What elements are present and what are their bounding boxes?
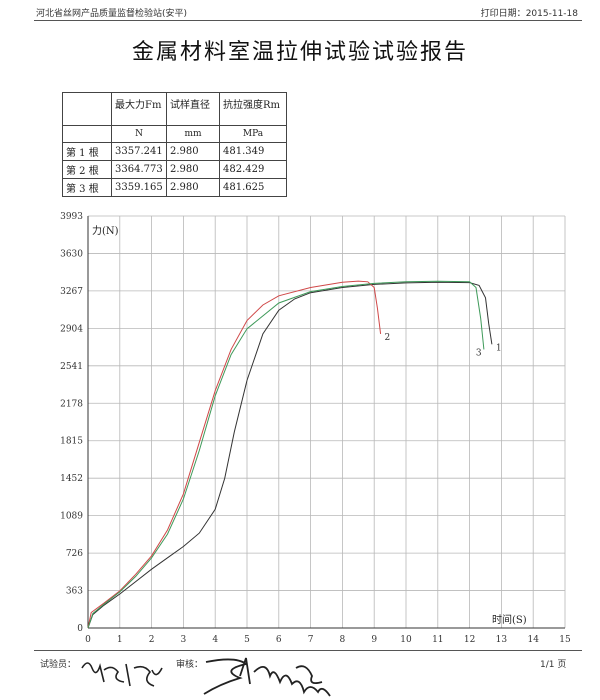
y-tick-label: 1452 bbox=[60, 474, 83, 484]
y-tick-label: 2541 bbox=[60, 362, 83, 372]
x-tick-label: 6 bbox=[276, 635, 282, 645]
y-tick-label: 3267 bbox=[60, 287, 83, 297]
series-label-2: 2 bbox=[385, 333, 391, 343]
chart-grid bbox=[88, 215, 566, 628]
footer-divider bbox=[34, 650, 582, 651]
y-tick-label: 1089 bbox=[60, 512, 83, 522]
y-tick-label: 363 bbox=[66, 587, 83, 597]
header-org: 河北省丝网产品质量监督检验站(安平) bbox=[36, 9, 188, 19]
report-title: 金属材料室温拉伸试验试验报告 bbox=[131, 40, 468, 65]
header-cell: 最大力Fm bbox=[111, 92, 167, 126]
series-line-2 bbox=[87, 280, 382, 629]
page-number: 1/1 页 bbox=[540, 660, 567, 670]
series-label-1: 1 bbox=[496, 343, 502, 353]
y-tick-label: 3993 bbox=[60, 212, 83, 222]
y-tick-label: 3630 bbox=[60, 249, 83, 259]
x-tick-label: 13 bbox=[496, 635, 508, 645]
header-cell: 抗拉强度Rm bbox=[219, 92, 287, 126]
x-tick-label: 10 bbox=[400, 635, 412, 645]
x-tick-label: 15 bbox=[559, 635, 571, 645]
x-tick-labels: 0 1 2 3 4 5 6 7 8 9 10 11 12 13 14 15 bbox=[85, 635, 571, 645]
results-table: 最大力Fm 试样直径 抗拉强度Rm N mm MPa 第 1 根 3357.24… bbox=[62, 92, 287, 197]
series-line-1 bbox=[87, 281, 493, 629]
table-row: 第 3 根 3359.165 2.980 481.625 bbox=[62, 178, 287, 197]
y-tick-label: 0 bbox=[77, 624, 83, 634]
y-axis-label: 力(N) bbox=[92, 224, 119, 237]
x-tick-label: 3 bbox=[181, 635, 187, 645]
series-label-3: 3 bbox=[476, 348, 482, 358]
tester-label: 试验员： bbox=[40, 660, 77, 670]
table-cell: 第 3 根 bbox=[62, 178, 112, 197]
table-cell: 481.625 bbox=[219, 178, 287, 197]
header-print-date: 打印日期：2015-11-18 bbox=[481, 6, 578, 19]
header-divider bbox=[34, 20, 582, 21]
table-row: 第 1 根 3357.241 2.980 481.349 bbox=[62, 142, 287, 161]
y-tick-label: 2178 bbox=[60, 399, 83, 409]
tester-signature bbox=[81, 662, 163, 687]
y-tick-label: 726 bbox=[66, 549, 83, 559]
x-tick-label: 2 bbox=[149, 635, 155, 645]
print-date-label: 打印日期： bbox=[480, 9, 526, 19]
chart-axes bbox=[87, 216, 565, 629]
x-tick-label: 1 bbox=[117, 635, 123, 645]
table-row: 第 2 根 3364.773 2.980 482.429 bbox=[62, 160, 287, 179]
x-tick-label: 14 bbox=[527, 635, 539, 645]
series-end-labels: 1 2 3 bbox=[385, 333, 502, 358]
print-date-value: 2015-11-18 bbox=[525, 9, 578, 19]
table-cell: 2.980 bbox=[166, 178, 220, 197]
y-tick-label: 2904 bbox=[60, 324, 83, 334]
table-unit-row: N mm MPa bbox=[62, 125, 287, 143]
x-tick-label: 7 bbox=[308, 635, 314, 645]
x-tick-label: 5 bbox=[244, 635, 250, 645]
chart-series bbox=[87, 280, 493, 629]
x-tick-label: 8 bbox=[340, 635, 346, 645]
x-tick-label: 0 bbox=[85, 635, 91, 645]
series-line-3 bbox=[87, 280, 485, 629]
x-axis-label: 时间(S) bbox=[492, 613, 527, 626]
x-tick-label: 4 bbox=[212, 635, 218, 645]
x-tick-label: 12 bbox=[464, 635, 475, 645]
x-tick-label: 11 bbox=[432, 635, 443, 645]
x-tick-label: 9 bbox=[371, 635, 377, 645]
reviewer-signature bbox=[203, 657, 331, 697]
reviewer-label: 审核： bbox=[176, 660, 204, 670]
y-tick-label: 1815 bbox=[60, 437, 83, 447]
y-tick-labels: 0 363 726 1089 1452 1815 2178 2541 2904 3267 3630 3… bbox=[60, 212, 83, 634]
